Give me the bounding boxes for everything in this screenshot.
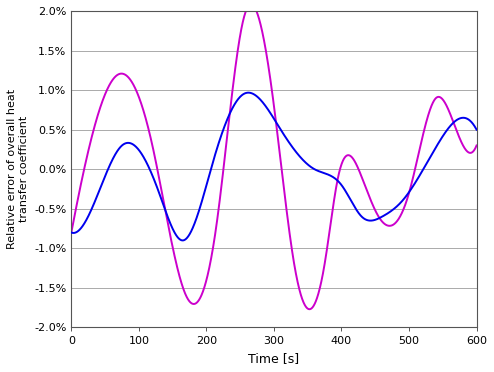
X-axis label: Time [s]: Time [s] [248, 352, 299, 365]
Y-axis label: Relative error of overall heat
transfer coefficient: Relative error of overall heat transfer … [7, 89, 29, 249]
